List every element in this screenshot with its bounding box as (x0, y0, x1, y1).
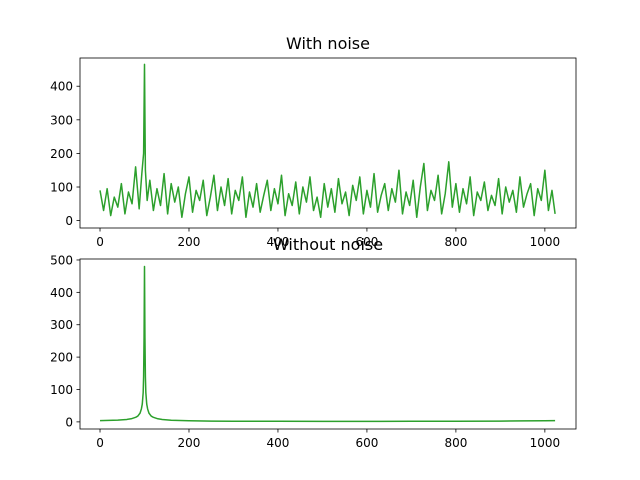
top-y-tick-label: 400 (50, 80, 73, 94)
top-axes-frame (79, 57, 577, 229)
top-y-tick-label: 300 (50, 113, 73, 127)
top-x-tick-label: 1000 (530, 235, 561, 249)
top-y-tick-label: 0 (65, 214, 73, 228)
top-x-tick-label: 800 (444, 235, 467, 249)
bottom-series-group (100, 265, 556, 423)
bottom-chart-title: Without noise (273, 235, 383, 254)
top-chart-title: With noise (286, 34, 370, 53)
top-x-tick-label: 200 (178, 235, 201, 249)
top-x-tick-label: 600 (355, 235, 378, 249)
top-x-axis: 0 200 400 600 800 1000 (96, 228, 560, 249)
top-axes: With noise 0 200 400 600 800 1000 0 100 200 300 4… (50, 34, 577, 249)
bottom-x-axis: 0 200 400 600 800 1000 (96, 429, 560, 450)
top-y-tick-label: 100 (50, 181, 73, 195)
bottom-y-tick-label: 400 (50, 286, 73, 300)
bottom-y-tick-label: 500 (50, 253, 73, 267)
bottom-y-axis: 0 100 200 300 400 500 (50, 253, 80, 429)
bottom-x-tick-label: 1000 (530, 436, 561, 450)
top-y-axis: 0 100 200 300 400 (50, 80, 80, 228)
bottom-x-tick-label: 400 (267, 436, 290, 450)
bottom-x-tick-label: 0 (96, 436, 104, 450)
top-series-group (99, 63, 556, 218)
bottom-x-tick-label: 600 (355, 436, 378, 450)
bottom-y-tick-label: 200 (50, 351, 73, 365)
bottom-y-tick-label: 100 (50, 383, 73, 397)
top-x-tick-label: 400 (267, 235, 290, 249)
top-series-line (99, 63, 556, 218)
bottom-axes: Without noise 0 200 400 600 800 1000 0 100 200 3… (50, 235, 577, 450)
bottom-x-tick-label: 800 (444, 436, 467, 450)
top-y-tick-label: 200 (50, 147, 73, 161)
top-x-tick-label: 0 (96, 235, 104, 249)
bottom-axes-frame (79, 258, 577, 430)
bottom-x-tick-label: 200 (178, 436, 201, 450)
bottom-y-tick-label: 0 (65, 415, 73, 429)
bottom-series-line (100, 265, 556, 423)
bottom-y-tick-label: 300 (50, 318, 73, 332)
